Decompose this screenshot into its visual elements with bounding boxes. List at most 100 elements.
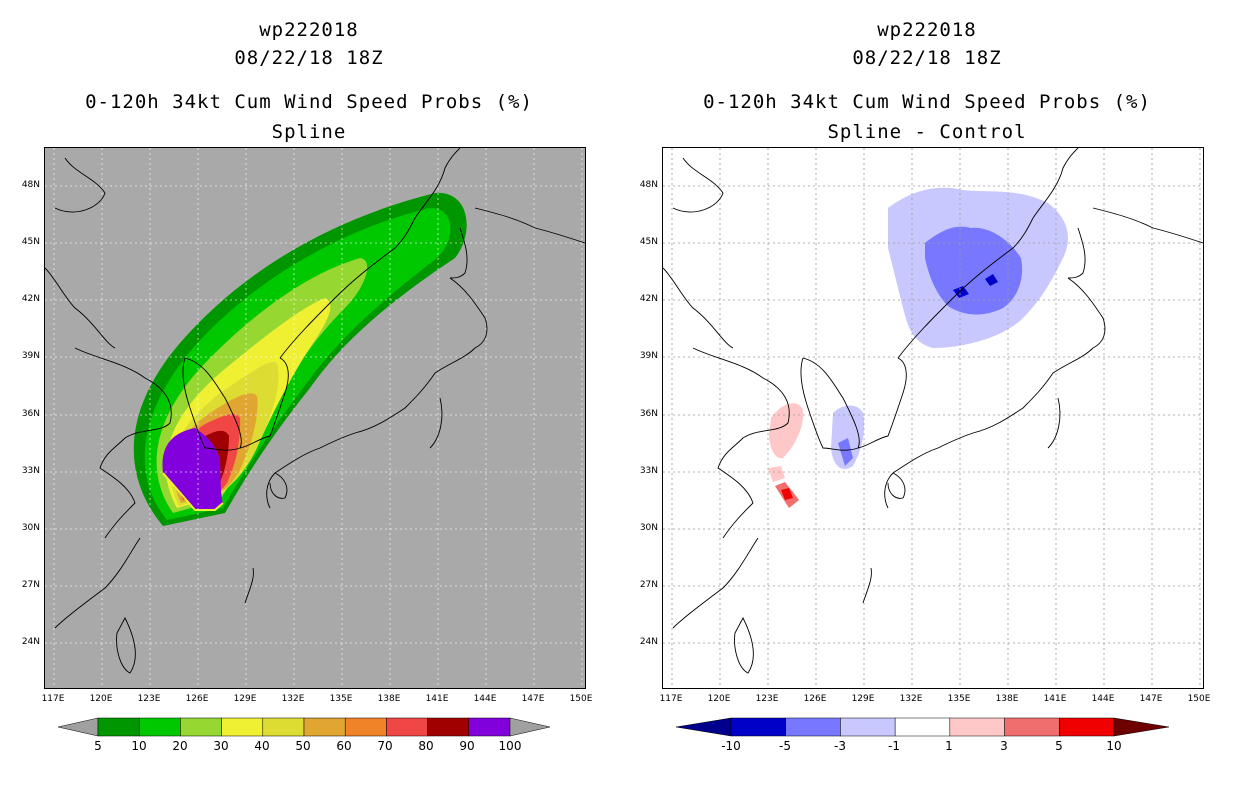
lon-label: 141E [1043, 694, 1067, 704]
lon-label: 117E [659, 694, 683, 704]
colorbar-cell [221, 717, 264, 737]
lon-label: 138E [377, 694, 401, 704]
lat-label: 45N [21, 237, 40, 247]
right-panel: wp222018 08/22/18 18Z 0-120h 34kt Cum Wi… [618, 0, 1236, 800]
colorbar-label: 60 [336, 739, 352, 753]
lat-label: 27N [639, 580, 658, 590]
colorbar-label: -5 [779, 739, 791, 753]
left-colorbar [57, 717, 551, 737]
colorbar-cell [344, 717, 387, 737]
colorbar-label: 100 [498, 739, 522, 753]
lat-label: 27N [21, 580, 40, 590]
right-title-product: 0-120h 34kt Cum Wind Speed Probs (%) [703, 91, 1151, 113]
colorbar-label: -10 [721, 739, 741, 753]
lat-label: 24N [21, 637, 40, 647]
lon-label: 123E [755, 694, 779, 704]
diff-plus-1 [769, 403, 804, 459]
colorbar-cell [840, 717, 896, 737]
colorbar-label: 40 [254, 739, 270, 753]
lon-label: 132E [281, 694, 305, 704]
diff-plus-5 [781, 488, 793, 500]
lat-label: 39N [21, 351, 40, 361]
lat-label: 33N [21, 466, 40, 476]
colorbar-label: -1 [888, 739, 900, 753]
right-map [662, 147, 1204, 689]
lat-label: 36N [639, 409, 658, 419]
gridlines [663, 148, 1203, 688]
lon-label: 123E [137, 694, 161, 704]
colorbar-arrow-left [57, 717, 99, 737]
lon-label: 126E [803, 694, 827, 704]
lat-label: 48N [639, 180, 658, 190]
colorbar-cell [386, 717, 428, 737]
left-map [44, 147, 586, 689]
diff-minus-1-korea [831, 405, 865, 469]
coastlines [45, 148, 585, 674]
colorbar-label: -3 [834, 739, 846, 753]
right-title-time: 08/22/18 18Z [852, 47, 1002, 69]
lon-label: 129E [851, 694, 875, 704]
colorbar-cell [894, 717, 951, 737]
colorbar-label: 1 [945, 739, 953, 753]
lon-label: 150E [569, 694, 593, 704]
lon-label: 147E [1139, 694, 1163, 704]
lon-label: 135E [329, 694, 353, 704]
lat-label: 24N [639, 637, 658, 647]
left-title-product: 0-120h 34kt Cum Wind Speed Probs (%) [85, 91, 533, 113]
diff-minus-3 [925, 226, 1023, 315]
lat-label: 48N [21, 180, 40, 190]
lon-label: 144E [473, 694, 497, 704]
colorbar-cell [138, 717, 181, 737]
left-panel: wp222018 08/22/18 18Z 0-120h 34kt Cum Wi… [21, 19, 593, 753]
diff-plus-1b [768, 466, 785, 482]
lon-label: 129E [233, 694, 257, 704]
lon-label: 126E [185, 694, 209, 704]
colorbar-arrow-left [675, 717, 732, 737]
colorbar-label: 50 [295, 739, 311, 753]
colorbar-label: 90 [459, 739, 475, 753]
lon-label: 147E [521, 694, 545, 704]
probability-swath [133, 192, 467, 527]
lat-label: 45N [639, 237, 658, 247]
diff-minus-3-korea [838, 438, 853, 466]
lon-label: 132E [899, 694, 923, 704]
lon-label: 141E [425, 694, 449, 704]
colorbar-label: 70 [377, 739, 393, 753]
colorbar-label: 20 [172, 739, 188, 753]
right-title-variant: Spline - Control [827, 121, 1027, 143]
colorbar-label: 3 [1000, 739, 1008, 753]
lat-label: 36N [21, 409, 40, 419]
colorbar-cell [1004, 717, 1060, 737]
difference-field [768, 187, 1068, 508]
colorbar-cell [180, 717, 222, 737]
colorbar-label: 5 [94, 739, 102, 753]
diff-minus-5a [953, 286, 969, 298]
right-title-storm: wp222018 [877, 19, 977, 41]
lon-label: 144E [1091, 694, 1115, 704]
lat-label: 39N [639, 351, 658, 361]
lat-label: 30N [21, 523, 40, 533]
lon-label: 150E [1187, 694, 1211, 704]
lat-label: 42N [639, 294, 658, 304]
colorbar-label: 80 [418, 739, 434, 753]
colorbar-label: 5 [1055, 739, 1063, 753]
colorbar-cell [97, 717, 140, 737]
lat-label: 30N [639, 523, 658, 533]
colorbar-cell [730, 717, 786, 737]
colorbar-label: 30 [213, 739, 229, 753]
diff-minus-5b [985, 274, 998, 286]
gridlines [45, 148, 585, 688]
right-colorbar [675, 717, 1170, 737]
left-map-background [45, 148, 585, 688]
coastlines [663, 148, 1203, 674]
lon-label: 117E [41, 694, 65, 704]
colorbar-cell [427, 717, 470, 737]
colorbar-cell [303, 717, 346, 737]
left-title-time: 08/22/18 18Z [234, 47, 384, 69]
colorbar-cell [785, 717, 841, 737]
colorbar-cell [262, 717, 305, 737]
left-title-variant: Spline [271, 121, 347, 143]
lon-label: 120E [89, 694, 113, 704]
lon-label: 138E [995, 694, 1019, 704]
lon-label: 135E [947, 694, 971, 704]
